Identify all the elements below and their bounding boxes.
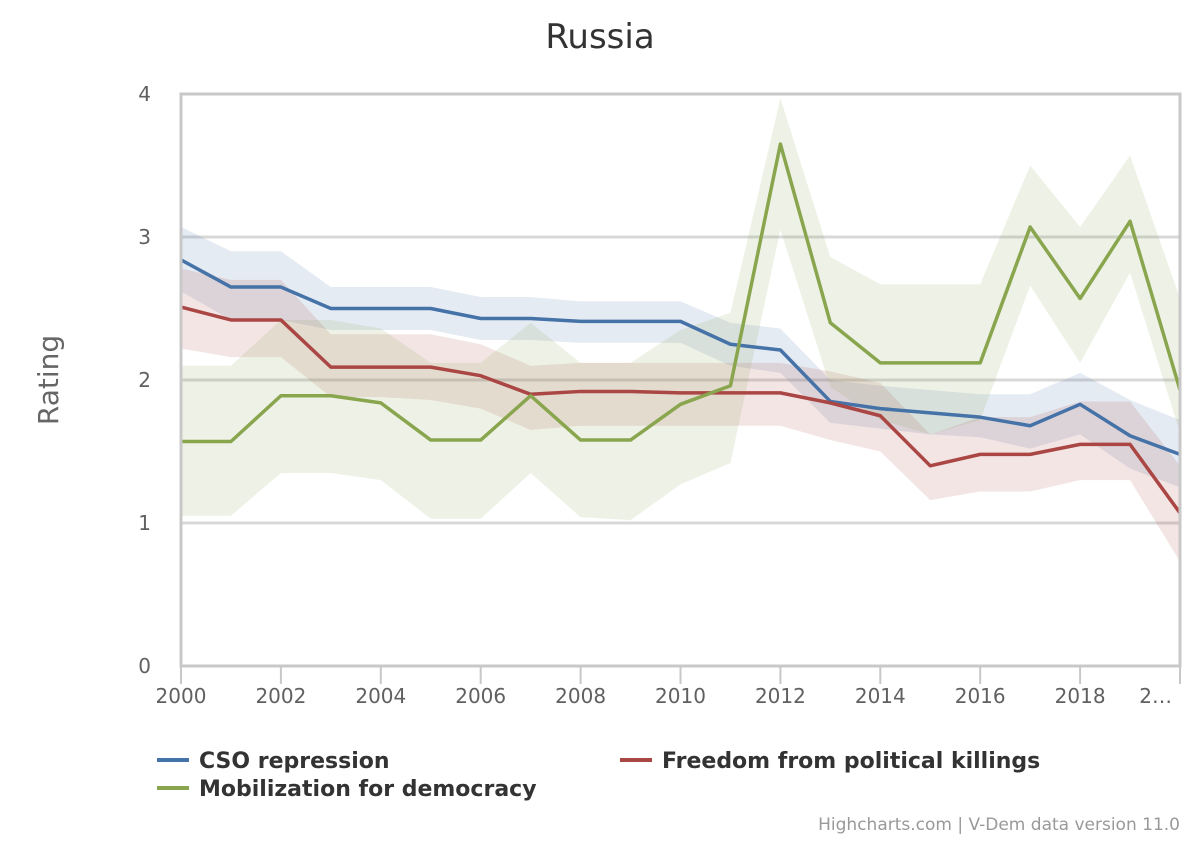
y-axis-label: Rating — [32, 335, 65, 425]
x-tick-label-9: 2018 — [1055, 684, 1106, 708]
x-axis-ticks: 2000 2002 2004 2006 2008 2010 2012 2014 2016 2018… — [156, 666, 1181, 708]
legend-item-cso-repression[interactable]: CSO repression — [157, 749, 390, 774]
confidence-bands — [181, 98, 1180, 562]
y-tick-label-4: 4 — [138, 82, 151, 106]
x-tick-label-0: 2000 — [156, 684, 207, 708]
band-freedom-from-political-killings — [181, 268, 1180, 562]
band-mobilization-for-democracy — [181, 98, 1180, 521]
x-tick-label-3: 2006 — [455, 684, 506, 708]
x-tick-label-7: 2014 — [855, 684, 906, 708]
band-cso-repression — [181, 226, 1180, 488]
series-line-mobilization-for-democracy[interactable] — [181, 142, 1182, 444]
legend-item-mobilization-for-democracy[interactable]: Mobilization for democracy — [157, 777, 537, 802]
x-tick-label-1: 2002 — [255, 684, 306, 708]
legend-label-cso-repression: CSO repression — [199, 749, 390, 774]
x-tick-label-10: 2… — [1139, 684, 1172, 708]
series-line-freedom-from-political-killings[interactable] — [180, 305, 1182, 515]
y-tick-label-3: 3 — [138, 225, 151, 249]
legend-label-freedom-from-political-killings: Freedom from political killings — [662, 749, 1040, 774]
y-tick-label-0: 0 — [138, 654, 151, 678]
legend: CSO repression Freedom from political ki… — [157, 749, 1040, 802]
x-tick-label-2: 2004 — [355, 684, 406, 708]
series-line-cso-repression[interactable] — [180, 258, 1181, 457]
x-tick-label-4: 2008 — [555, 684, 606, 708]
y-tick-label-2: 2 — [138, 368, 151, 392]
x-tick-label-5: 2010 — [655, 684, 706, 708]
credits-link[interactable]: Highcharts.com | V-Dem data version 11.0 — [818, 815, 1180, 835]
x-tick-label-6: 2012 — [755, 684, 806, 708]
y-axis-ticks: 0 1 2 3 4 — [138, 82, 151, 678]
series-lines — [180, 142, 1182, 515]
y-tick-label-1: 1 — [138, 511, 151, 535]
x-tick-label-8: 2016 — [955, 684, 1006, 708]
legend-label-mobilization-for-democracy: Mobilization for democracy — [199, 777, 537, 802]
chart-title: Russia — [545, 17, 654, 57]
legend-item-freedom-from-political-killings[interactable]: Freedom from political killings — [620, 749, 1040, 774]
